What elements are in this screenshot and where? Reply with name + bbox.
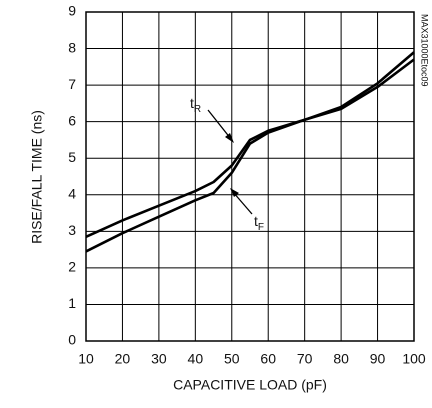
y-tick-label: 6: [68, 112, 76, 128]
annotation-text: t: [190, 95, 194, 111]
x-tick-label: 20: [115, 351, 131, 367]
y-tick-label: 1: [68, 295, 76, 311]
y-tick-label: 3: [68, 222, 76, 238]
y-axis-label: RISE/FALL TIME (ns): [29, 110, 45, 244]
x-axis-label: CAPACITIVE LOAD (pF): [173, 377, 327, 393]
plot-frame: [85, 11, 415, 342]
y-tick-label: 7: [68, 76, 76, 92]
arrow: [207, 109, 232, 140]
x-tick-label: 90: [370, 351, 386, 367]
annotation-text: t: [254, 213, 258, 229]
x-tick-label: 60: [260, 351, 276, 367]
x-tick-label: 30: [151, 351, 167, 367]
arrow-head: [225, 133, 234, 143]
y-tick-label: 4: [68, 185, 76, 201]
annotation: tF: [254, 213, 264, 233]
x-tick-label: 80: [333, 351, 349, 367]
y-tick-label: 9: [68, 3, 76, 19]
y-tick-label: 0: [68, 332, 76, 348]
x-tick-label: 70: [297, 351, 313, 367]
annotation-sub: R: [194, 104, 201, 115]
y-tick-label: 2: [68, 259, 76, 275]
arrow: [232, 191, 253, 215]
annotation-sub: F: [258, 222, 264, 233]
y-tick-label: 5: [68, 149, 76, 165]
x-tick-label: 10: [78, 351, 94, 367]
x-tick-label: 40: [188, 351, 204, 367]
y-tick-label: 8: [68, 39, 76, 55]
x-tick-label: 100: [402, 351, 426, 367]
watermark: MAX31000Etoc09: [420, 14, 430, 87]
annotation: tR: [190, 95, 201, 115]
x-tick-label: 50: [224, 351, 240, 367]
series-line: [85, 51, 415, 238]
series-line: [85, 58, 415, 253]
